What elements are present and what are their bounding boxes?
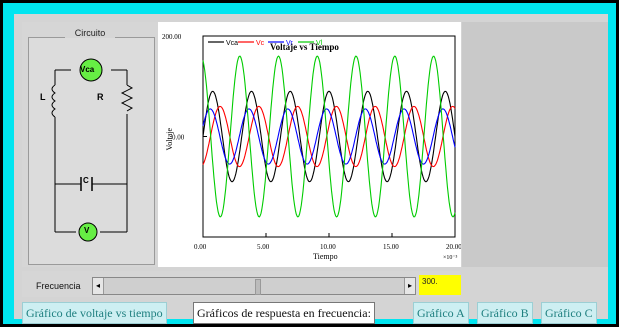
legend-label-vca: Vca — [226, 40, 238, 47]
tab-bar: Gráfico de voltaje vs tiempo Gráficos de… — [22, 302, 608, 324]
tab-frequency-response[interactable]: Gráficos de respuesta en frecuencia: — [193, 302, 375, 324]
capacitor-label: C — [83, 176, 89, 185]
resistor-label: R — [97, 92, 104, 102]
x-tick-label: 0.00 — [194, 243, 207, 251]
y-tick-label: 200.00 — [162, 33, 182, 41]
x-axis-label: Tiempo — [313, 252, 338, 261]
circuit-diagram — [51, 58, 134, 242]
frequency-value: 300. — [419, 275, 461, 295]
legend-label-vl: Vl — [316, 40, 323, 47]
tab-graph-c[interactable]: Gráfico C — [541, 302, 597, 324]
series-line-vr — [202, 108, 456, 165]
tab-voltage-time[interactable]: Gráfico de voltaje vs tiempo — [22, 302, 167, 324]
inductor-label: L — [40, 92, 46, 102]
x-tick-label: 5.00 — [257, 243, 270, 251]
circuit-title: Circuito — [65, 28, 115, 38]
tab-graph-b[interactable]: Gráfico B — [477, 302, 533, 324]
y-axis-label: Voltaje — [165, 128, 174, 151]
source-label: Vca — [80, 65, 95, 74]
x-unit-label: ×10⁻³ — [443, 255, 458, 261]
x-tick-label: 20.00 — [446, 243, 461, 251]
slider-left-arrow-icon[interactable]: ◂ — [93, 278, 104, 294]
series-line-vc — [202, 105, 456, 168]
voltage-time-chart: 0.00 5.00 10.00 15.00 20.00 200.00 0.00 Tiempo ×… — [162, 33, 461, 261]
right-empty-panel — [462, 22, 608, 267]
legend-label-vc: Vc — [256, 40, 265, 47]
frequency-slider[interactable]: ◂ ▸ — [92, 277, 416, 295]
chart-title: Voltaje vs Tiempo — [270, 42, 339, 52]
x-tick-label: 15.00 — [383, 243, 399, 251]
y-tick-label: 0.00 — [172, 134, 185, 142]
slider-right-arrow-icon[interactable]: ▸ — [404, 278, 415, 294]
series-line-vl — [202, 55, 456, 218]
x-tick-label: 10.00 — [320, 243, 336, 251]
voltmeter-label: V — [84, 226, 90, 235]
legend-label-vr: Vr — [286, 40, 293, 47]
tab-graph-a[interactable]: Gráfico A — [413, 302, 469, 324]
frequency-label: Frecuencia — [36, 281, 81, 291]
slider-thumb[interactable] — [255, 279, 261, 295]
